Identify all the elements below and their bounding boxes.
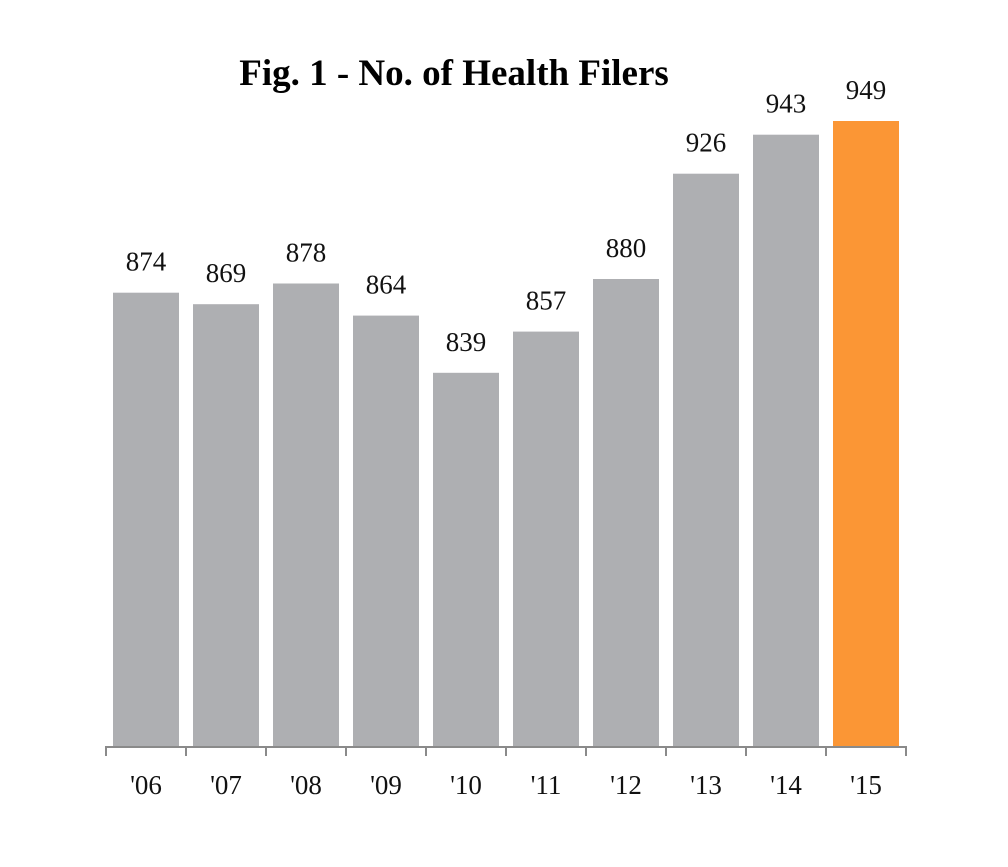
data-label-6: 880 <box>606 233 647 263</box>
bar-4 <box>433 372 499 746</box>
data-label-9: 949 <box>846 75 887 105</box>
x-tick-label-3: '09 <box>370 770 402 800</box>
x-tick-label-2: '08 <box>290 770 322 800</box>
x-tick-label-6: '12 <box>610 770 642 800</box>
x-tick-label-9: '15 <box>850 770 882 800</box>
bar-3 <box>353 315 419 746</box>
x-tick-label-8: '14 <box>770 770 802 800</box>
x-tick-label-1: '07 <box>210 770 242 800</box>
bar-2 <box>273 283 339 746</box>
data-label-8: 943 <box>766 89 807 119</box>
bar-6 <box>593 279 659 746</box>
bar-5 <box>513 331 579 746</box>
x-tick-label-4: '10 <box>450 770 482 800</box>
data-label-3: 864 <box>366 270 407 300</box>
chart-title: Fig. 1 - No. of Health Filers <box>239 53 669 94</box>
bar-9 <box>833 121 899 746</box>
bar-8 <box>753 134 819 746</box>
bar-1 <box>193 304 259 746</box>
bar-7 <box>673 173 739 746</box>
data-label-0: 874 <box>126 247 167 277</box>
x-tick-label-5: '11 <box>531 770 562 800</box>
data-label-5: 857 <box>526 286 567 316</box>
x-tick-label-0: '06 <box>130 770 162 800</box>
bar-0 <box>113 292 179 746</box>
data-label-4: 839 <box>446 327 487 357</box>
data-label-2: 878 <box>286 238 327 268</box>
x-tick-label-7: '13 <box>690 770 722 800</box>
data-label-1: 869 <box>206 258 247 288</box>
data-label-7: 926 <box>686 128 727 158</box>
